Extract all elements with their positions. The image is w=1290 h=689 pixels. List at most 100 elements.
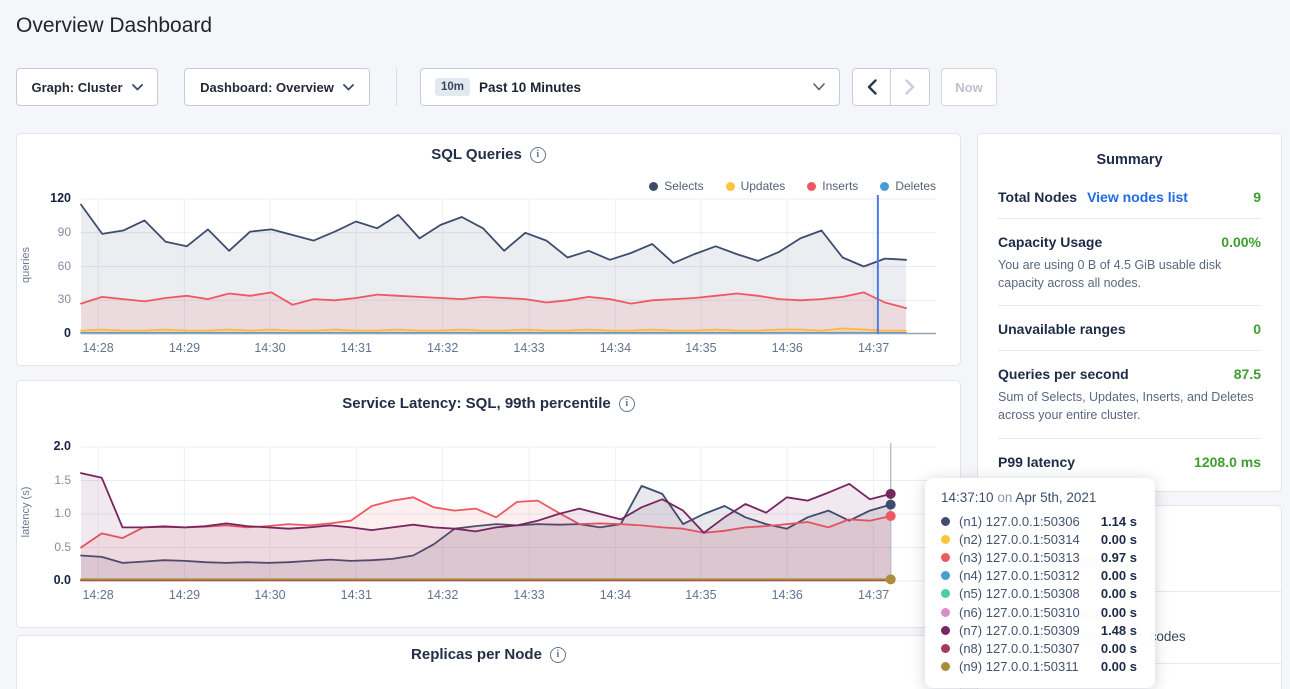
summary-value: 1208.0 ms bbox=[1194, 454, 1261, 470]
legend-item-selects[interactable]: Selects bbox=[649, 179, 703, 193]
summary-row-total-nodes: Total Nodes View nodes list 9 bbox=[998, 174, 1261, 219]
node-label: (n9) 127.0.0.1:50311 bbox=[959, 659, 1079, 674]
node-value: 0.00 s bbox=[1101, 641, 1141, 656]
replicas-per-node-card: Replicas per Node i bbox=[16, 635, 961, 689]
chevron-down-icon bbox=[132, 84, 143, 91]
info-icon[interactable]: i bbox=[619, 396, 635, 412]
graph-dropdown-label: Graph: Cluster bbox=[31, 80, 122, 95]
summary-title: Summary bbox=[978, 134, 1281, 168]
legend-item-inserts[interactable]: Inserts bbox=[807, 179, 858, 193]
time-prev-button[interactable] bbox=[852, 68, 891, 106]
now-button-label: Now bbox=[955, 80, 982, 95]
legend-dot bbox=[880, 182, 889, 191]
chart-hover-tooltip: 14:37:10 on Apr 5th, 2021 (n1) 127.0.0.1… bbox=[925, 478, 1155, 688]
node-label: (n5) 127.0.0.1:50308 bbox=[959, 586, 1080, 601]
summary-label: Capacity Usage bbox=[998, 234, 1102, 250]
service-latency-title-row: Service Latency: SQL, 99th percentile i bbox=[17, 395, 960, 412]
node-label: (n8) 127.0.0.1:50307 bbox=[959, 641, 1080, 656]
node-label: (n2) 127.0.0.1:50314 bbox=[959, 532, 1080, 547]
node-label: (n7) 127.0.0.1:50309 bbox=[959, 623, 1080, 638]
summary-label: Queries per second bbox=[998, 366, 1129, 382]
summary-value: 87.5 bbox=[1234, 366, 1261, 382]
summary-card: Summary Total Nodes View nodes list 9 Ca… bbox=[977, 133, 1282, 492]
tooltip-row: (n7) 127.0.0.1:50309 1.48 s bbox=[941, 621, 1141, 639]
summary-value: 9 bbox=[1253, 189, 1261, 205]
node-label: (n6) 127.0.0.1:50310 bbox=[959, 605, 1080, 620]
summary-label: P99 latency bbox=[998, 454, 1075, 470]
time-range-badge: 10m bbox=[435, 78, 470, 96]
legend-item-deletes[interactable]: Deletes bbox=[880, 179, 936, 193]
time-nav-group bbox=[852, 68, 930, 106]
summary-label: Unavailable ranges bbox=[998, 321, 1126, 337]
sql-queries-legend: Selects Updates Inserts Deletes bbox=[649, 179, 936, 193]
tooltip-row: (n4) 127.0.0.1:50312 0.00 s bbox=[941, 567, 1141, 585]
now-button[interactable]: Now bbox=[941, 68, 997, 106]
summary-desc: Sum of Selects, Updates, Inserts, and De… bbox=[998, 388, 1261, 424]
chevron-right-icon bbox=[905, 79, 915, 95]
node-value: 0.97 s bbox=[1101, 550, 1141, 565]
node-value: 1.14 s bbox=[1101, 514, 1141, 529]
summary-row-capacity: Capacity Usage 0.00% You are using 0 B o… bbox=[998, 219, 1261, 306]
summary-value: 0.00% bbox=[1221, 234, 1261, 250]
tooltip-row: (n2) 127.0.0.1:50314 0.00 s bbox=[941, 530, 1141, 548]
sql-queries-title-row: SQL Queries i bbox=[17, 146, 960, 163]
graph-dropdown[interactable]: Graph: Cluster bbox=[16, 68, 158, 106]
page-title: Overview Dashboard bbox=[16, 14, 212, 38]
node-label: (n1) 127.0.0.1:50306 bbox=[959, 514, 1080, 529]
summary-label: Total Nodes bbox=[998, 189, 1077, 205]
sql-queries-plot[interactable]: 030609012014:2814:2914:3014:3114:3214:33… bbox=[81, 199, 936, 334]
view-nodes-list-link[interactable]: View nodes list bbox=[1087, 189, 1188, 205]
chevron-down-icon bbox=[343, 84, 354, 91]
sql-queries-card: SQL Queries i Selects Updates Inserts De… bbox=[16, 133, 961, 366]
tooltip-row: (n8) 127.0.0.1:50307 0.00 s bbox=[941, 639, 1141, 657]
chart-title: SQL Queries bbox=[431, 146, 522, 163]
legend-item-updates[interactable]: Updates bbox=[726, 179, 786, 193]
summary-row-p99: P99 latency 1208.0 ms bbox=[998, 439, 1261, 483]
tooltip-row: (n5) 127.0.0.1:50308 0.00 s bbox=[941, 585, 1141, 603]
series-dot bbox=[941, 644, 950, 653]
summary-row-unavailable: Unavailable ranges 0 bbox=[998, 306, 1261, 351]
series-dot bbox=[941, 535, 950, 544]
legend-dot bbox=[726, 182, 735, 191]
summary-value: 0 bbox=[1253, 321, 1261, 337]
node-value: 0.00 s bbox=[1101, 568, 1141, 583]
legend-label: Updates bbox=[741, 179, 786, 193]
service-latency-plot[interactable]: 0.00.51.01.52.014:2814:2914:3014:3114:32… bbox=[81, 447, 936, 581]
legend-label: Inserts bbox=[822, 179, 858, 193]
node-value: 0.00 s bbox=[1101, 605, 1141, 620]
legend-dot bbox=[649, 182, 658, 191]
legend-dot bbox=[807, 182, 816, 191]
series-dot bbox=[941, 608, 950, 617]
dashboard-dropdown-label: Dashboard: Overview bbox=[200, 80, 334, 95]
summary-rows: Total Nodes View nodes list 9 Capacity U… bbox=[978, 168, 1281, 483]
series-dot bbox=[941, 571, 950, 580]
info-icon[interactable]: i bbox=[550, 647, 566, 663]
summary-desc: You are using 0 B of 4.5 GiB usable disk… bbox=[998, 256, 1261, 292]
info-icon[interactable]: i bbox=[530, 147, 546, 163]
chart-title: Service Latency: SQL, 99th percentile bbox=[342, 395, 610, 412]
node-value: 0.00 s bbox=[1101, 659, 1141, 674]
legend-label: Deletes bbox=[895, 179, 936, 193]
tooltip-timestamp: 14:37:10 on Apr 5th, 2021 bbox=[941, 490, 1141, 505]
chevron-down-icon bbox=[813, 83, 825, 91]
node-value: 1.48 s bbox=[1101, 623, 1141, 638]
chevron-left-icon bbox=[867, 79, 877, 95]
time-range-selector[interactable]: 10m Past 10 Minutes bbox=[420, 68, 840, 106]
series-dot bbox=[941, 626, 950, 635]
legend-label: Selects bbox=[664, 179, 703, 193]
time-next-button[interactable] bbox=[891, 68, 930, 106]
tooltip-row: (n6) 127.0.0.1:50310 0.00 s bbox=[941, 603, 1141, 621]
series-dot bbox=[941, 589, 950, 598]
node-value: 0.00 s bbox=[1101, 586, 1141, 601]
tooltip-row: (n9) 127.0.0.1:50311 0.00 s bbox=[941, 658, 1141, 676]
tooltip-row: (n3) 127.0.0.1:503130.97 s bbox=[941, 548, 1141, 566]
dashboard-dropdown[interactable]: Dashboard: Overview bbox=[184, 68, 370, 106]
chart-title: Replicas per Node bbox=[411, 646, 542, 663]
series-dot bbox=[941, 517, 950, 526]
tooltip-row: (n1) 127.0.0.1:50306 1.14 s bbox=[941, 512, 1141, 530]
time-range-label: Past 10 Minutes bbox=[479, 80, 581, 95]
service-latency-card: Service Latency: SQL, 99th percentile i … bbox=[16, 380, 961, 628]
node-label: (n4) 127.0.0.1:50312 bbox=[959, 568, 1080, 583]
summary-row-qps: Queries per second 87.5 Sum of Selects, … bbox=[998, 351, 1261, 438]
node-value: 0.00 s bbox=[1101, 532, 1141, 547]
